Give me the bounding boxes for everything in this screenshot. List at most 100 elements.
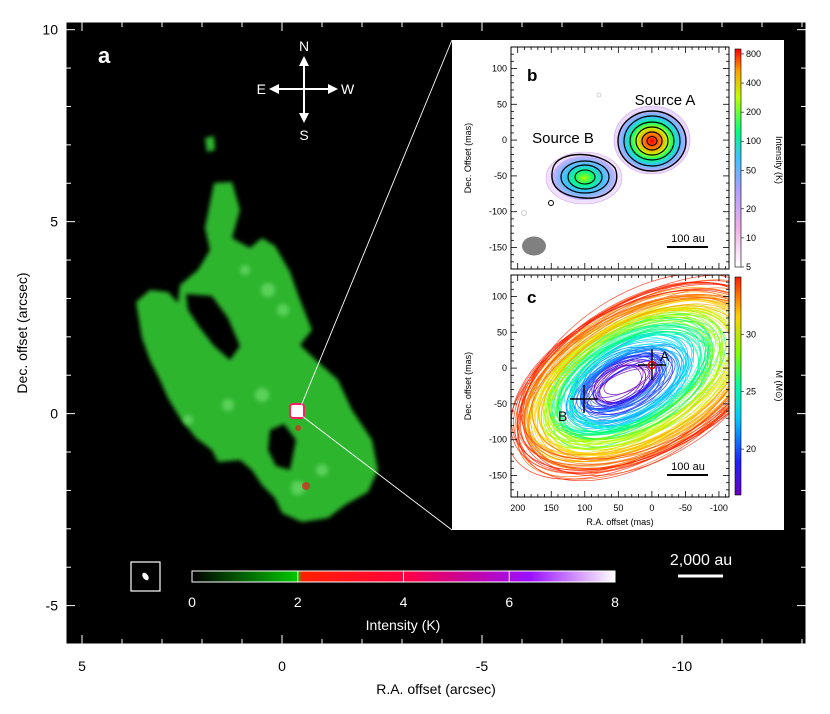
orbit-ellipse (522, 275, 729, 476)
colorbar-c-tick-label: 25 (746, 387, 756, 397)
orbit-ellipse (521, 291, 729, 460)
emission-region-north (205, 136, 215, 152)
colorbar-c (734, 276, 742, 496)
compass-e-label: E (257, 81, 266, 97)
emission-clump (291, 481, 305, 495)
colorbar-b (734, 48, 742, 268)
y-tick-label: 10 (42, 22, 58, 38)
colorbar-a-tick-label: 8 (611, 594, 619, 610)
panel-c-ylabel: Dec. offset (mas) (463, 352, 473, 420)
orbit-ellipse (511, 275, 729, 480)
source-b-contour (551, 153, 618, 199)
orbit-ellipse (581, 355, 666, 411)
source-b-label: Source B (532, 130, 594, 147)
compass-n-label: N (299, 38, 309, 54)
colorbar-b-tick-label: 20 (746, 204, 756, 214)
beam-ellipse (142, 572, 149, 581)
orbit-ellipse (526, 298, 729, 459)
y-tick-label: 50 (497, 99, 507, 109)
panel-c-xlabel: R.A. offset (mas) (586, 517, 653, 527)
colorbar-c-label: M (M⊙) (774, 370, 784, 401)
emission-clump (222, 399, 234, 411)
colorbar-b-tick-label: 10 (746, 233, 756, 243)
orbit-ellipse (603, 366, 651, 395)
colorbar-b-tick-label: 400 (746, 78, 761, 88)
panel-border (510, 274, 730, 498)
colorbar-b-tick-label: 800 (746, 49, 761, 59)
colorbar-b-tick-label: 5 (746, 262, 751, 272)
colorbar-b-tick-label: 50 (746, 165, 756, 175)
panel-border (510, 46, 730, 270)
orbit-ellipse (527, 307, 729, 450)
source-b-contour (560, 160, 610, 194)
marker-a-label: A (660, 348, 670, 364)
scalebar-c-label: 100 au (671, 461, 705, 473)
x-tick-label: -5 (476, 658, 489, 674)
y-tick-label: 0 (502, 135, 507, 145)
colorbar-b-ticks: 5 10 20 50 100 200 400 800 (741, 49, 761, 272)
compass-arrowhead-n (299, 56, 309, 66)
y-tick-label: -50 (494, 171, 507, 181)
panel-b-beam (522, 236, 546, 256)
orbit-ellipse (559, 331, 692, 433)
x-tick-label: 150 (544, 503, 559, 513)
colorbar-b-tick-label: 200 (746, 107, 761, 117)
compass-arrowhead-e (269, 84, 279, 94)
source-b-emission (521, 92, 623, 216)
orbit-ellipse (515, 294, 729, 466)
colorbar-a-label: Intensity (K) (366, 617, 441, 633)
compass (269, 56, 338, 123)
x-tick-label: -10 (672, 658, 692, 674)
compass-arrowhead-w (328, 84, 338, 94)
source-a-label: Source A (635, 92, 696, 109)
source-a-contour (623, 115, 681, 167)
orbit-ellipse (557, 322, 706, 434)
panel-a-ylabel: Dec. offset (arcsec) (14, 272, 30, 393)
colorbar-c-tick-label: 30 (746, 329, 756, 339)
colorbar-c-ticks: 20 25 30 (741, 329, 756, 454)
orbit-ellipse (566, 342, 685, 425)
panel-a-label: a (98, 43, 111, 68)
marker-b (570, 385, 598, 413)
orbit-ellipse (555, 322, 713, 439)
panel-a-emission (136, 136, 378, 522)
source-a-contour (617, 110, 687, 172)
zoom-line-bottom (301, 415, 453, 531)
orbit-ellipse (558, 324, 708, 433)
source-b-contour (574, 169, 596, 185)
y-tick-label: 100 (492, 291, 507, 301)
emission-clump (277, 304, 289, 316)
panel-c-label: c (527, 288, 536, 307)
emission-clump (240, 265, 250, 275)
panel-a-frame (65, 21, 807, 645)
colorbar-a-tick-label: 2 (294, 594, 302, 610)
orbit-ellipse (517, 287, 729, 478)
colorbar-a-tick-label: 4 (400, 594, 408, 610)
source-a-contour (641, 131, 663, 151)
colorbar-b-label: Intensity (K) (774, 136, 784, 184)
colorbar-a-ticks: 0 2 4 6 8 (188, 571, 619, 610)
zoom-line-top (300, 39, 453, 407)
source-a-contour (635, 126, 669, 156)
inset: Source A Source B b 100 au 100500-50-100… (452, 40, 784, 530)
source-a-contour (646, 136, 658, 146)
orbit-ellipse (569, 333, 703, 433)
panel-c: A B c 100 au 200 150 100 50 0 -50 -100 100 50 0 -5… (463, 274, 784, 527)
marker-a (638, 349, 666, 380)
marker-b-label: B (558, 408, 567, 424)
orbit-ellipses (511, 275, 729, 482)
emission-clump (183, 415, 193, 425)
colorbar-b-tick-label: 100 (746, 136, 761, 146)
y-tick-label: 0 (50, 406, 58, 422)
source-a-contour (629, 121, 675, 161)
panel-a-border (65, 21, 807, 645)
orbit-ellipse (513, 283, 729, 471)
x-tick-label: 100 (577, 503, 592, 513)
y-tick-label: 50 (497, 327, 507, 337)
y-tick-label: -100 (489, 207, 507, 217)
emission-gap-center (268, 424, 296, 470)
orbit-ellipse (541, 305, 729, 461)
orbit-ellipse (537, 303, 729, 463)
